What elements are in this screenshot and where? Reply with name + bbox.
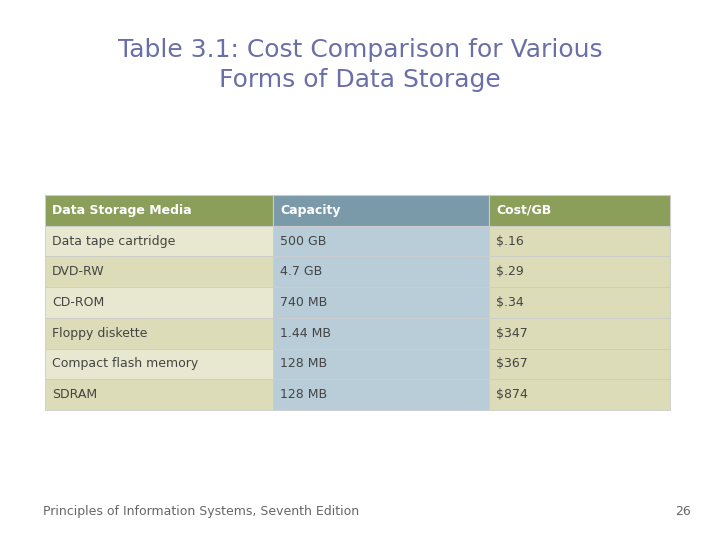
Text: $.16: $.16 — [496, 234, 523, 247]
Bar — [45, 226, 273, 256]
Bar — [489, 195, 670, 226]
Text: $367: $367 — [496, 357, 528, 370]
Bar — [45, 318, 273, 349]
Bar — [489, 379, 670, 410]
Text: 740 MB: 740 MB — [280, 296, 328, 309]
Text: 1.44 MB: 1.44 MB — [280, 327, 331, 340]
Bar — [45, 195, 273, 226]
Text: Principles of Information Systems, Seventh Edition: Principles of Information Systems, Seven… — [43, 505, 359, 518]
Text: SDRAM: SDRAM — [52, 388, 97, 401]
Bar — [273, 379, 489, 410]
Text: 26: 26 — [675, 505, 691, 518]
Text: $.29: $.29 — [496, 265, 523, 278]
Bar — [273, 349, 489, 379]
Text: 128 MB: 128 MB — [280, 357, 328, 370]
Bar — [45, 349, 273, 379]
Bar — [489, 256, 670, 287]
Bar — [45, 256, 273, 287]
Bar — [273, 287, 489, 318]
Bar — [45, 287, 273, 318]
Bar — [489, 287, 670, 318]
Bar — [489, 349, 670, 379]
Text: Cost/GB: Cost/GB — [496, 204, 552, 217]
Bar — [489, 318, 670, 349]
Text: Data Storage Media: Data Storage Media — [52, 204, 192, 217]
Text: Floppy diskette: Floppy diskette — [52, 327, 148, 340]
Bar — [489, 226, 670, 256]
Text: DVD-RW: DVD-RW — [52, 265, 105, 278]
Bar — [273, 226, 489, 256]
Text: $874: $874 — [496, 388, 528, 401]
Text: 128 MB: 128 MB — [280, 388, 328, 401]
Text: CD-ROM: CD-ROM — [52, 296, 104, 309]
Text: Table 3.1: Cost Comparison for Various
Forms of Data Storage: Table 3.1: Cost Comparison for Various F… — [117, 38, 603, 92]
Bar — [273, 318, 489, 349]
Bar — [273, 256, 489, 287]
Text: $.34: $.34 — [496, 296, 523, 309]
Bar — [45, 379, 273, 410]
Text: 4.7 GB: 4.7 GB — [280, 265, 323, 278]
Text: Capacity: Capacity — [280, 204, 341, 217]
Text: 500 GB: 500 GB — [280, 234, 327, 247]
Text: $347: $347 — [496, 327, 528, 340]
Bar — [273, 195, 489, 226]
Text: Compact flash memory: Compact flash memory — [52, 357, 199, 370]
Text: Data tape cartridge: Data tape cartridge — [52, 234, 176, 247]
